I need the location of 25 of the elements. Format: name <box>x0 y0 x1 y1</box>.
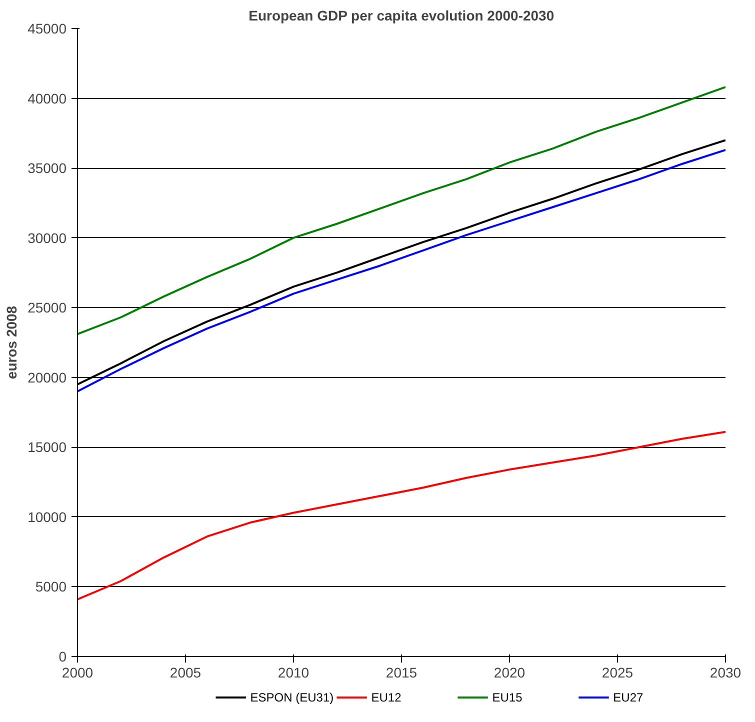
y-tick-label: 45000 <box>28 20 67 36</box>
legend-label: EU15 <box>492 690 523 704</box>
x-tick-label: 2020 <box>494 664 526 680</box>
chart-title: European GDP per capita evolution 2000-2030 <box>248 8 554 24</box>
y-tick-label: 35000 <box>28 160 67 176</box>
y-tick-label: 5000 <box>35 578 67 595</box>
x-tick-label: 2010 <box>278 664 310 680</box>
y-tick-label: 0 <box>58 648 67 664</box>
y-tick-label: 40000 <box>28 90 67 106</box>
y-tick-label: 20000 <box>28 369 67 386</box>
y-tick-label: 25000 <box>28 300 67 316</box>
y-tick-label: 15000 <box>28 439 67 456</box>
y-tick-label: 10000 <box>28 508 67 525</box>
legend-label: EU27 <box>613 690 644 704</box>
line-series <box>78 430 726 600</box>
x-tick-label: 2025 <box>602 664 634 680</box>
x-tick-label: 2030 <box>710 664 742 680</box>
x-tick-label: 2015 <box>386 664 418 680</box>
legend-label: EU12 <box>371 690 402 704</box>
x-tick-label: 2005 <box>170 664 202 680</box>
x-tick-label: 2000 <box>62 664 94 680</box>
line-series <box>78 86 726 336</box>
y-axis-title: euros 2008 <box>4 306 20 380</box>
legend-label: ESPON (EU31) <box>250 690 334 704</box>
y-tick-label: 30000 <box>28 230 67 246</box>
